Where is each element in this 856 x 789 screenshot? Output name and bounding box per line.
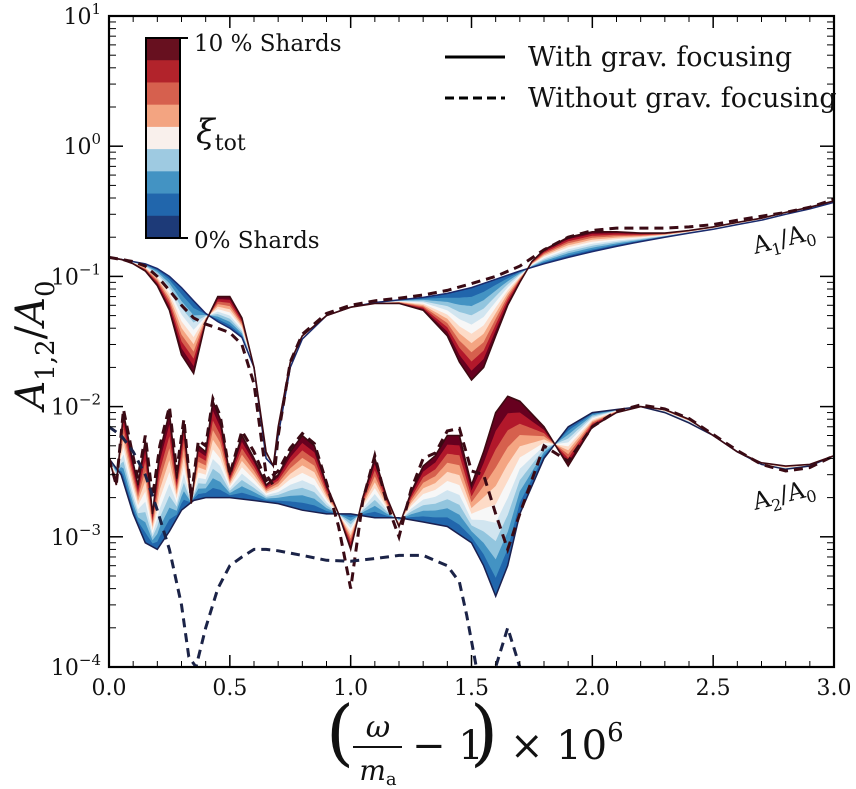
svg-text:(: ( — [326, 690, 354, 774]
colorbar-segment — [146, 171, 180, 195]
colorbar-bottom-label: 0% Shards — [194, 228, 320, 254]
y-tick-label: 10−3 — [51, 521, 101, 551]
colorbar-segment — [146, 38, 180, 61]
a1-curve-no-focusing — [109, 197, 834, 490]
a2-curve-no-focusing-lower — [109, 425, 522, 667]
colorbar-outline — [145, 37, 181, 239]
x-tick-label: 2.0 — [575, 676, 610, 701]
svg-text:ω: ω — [366, 710, 390, 745]
colorbar-title: ξtot — [196, 112, 246, 156]
y-axis-title: A1,2/A0 — [8, 280, 61, 413]
colorbar-segment — [146, 193, 180, 217]
colorbar-segment — [146, 60, 180, 83]
svg-text:− 1: − 1 — [412, 723, 484, 769]
legend: With grav. focusing Without grav. focusi… — [445, 42, 837, 114]
plot-data-layer — [109, 197, 834, 667]
colorbar-segment — [146, 104, 180, 128]
x-tick-label: 0.0 — [92, 676, 127, 701]
a2-band-group — [109, 396, 834, 597]
svg-text:× 106: × 106 — [510, 718, 624, 769]
x-tick-label: 1.5 — [454, 676, 489, 701]
y-tick-label: 100 — [63, 130, 101, 160]
a2-curve-0pct — [109, 405, 834, 599]
colorbar-segment — [146, 215, 180, 239]
y-tick-label: 101 — [63, 0, 101, 30]
y-tick-label: 10−2 — [51, 391, 101, 421]
colorbar-segment — [146, 82, 180, 106]
x-axis-title: ( ω ma − 1 ) × 106 — [326, 690, 624, 789]
colorbar-segment — [146, 149, 180, 172]
legend-label-without: Without grav. focusing — [528, 83, 837, 114]
a2-curve-no-focusing-upper — [109, 393, 834, 589]
a2-band-group-band-8 — [109, 406, 834, 597]
y-tick-label: 10−1 — [51, 260, 101, 290]
colorbar-top-label: 10 % Shards — [194, 31, 342, 57]
annotation-a1: A1/A0 — [749, 217, 819, 264]
colorbar-segment — [146, 126, 180, 150]
x-tick-label: 3.0 — [817, 676, 852, 701]
svg-text:): ) — [470, 690, 498, 774]
x-tick-label: 1.0 — [333, 676, 368, 701]
annotation-a2: A2/A0 — [749, 473, 819, 520]
colorbar — [145, 37, 188, 239]
legend-label-with: With grav. focusing — [528, 42, 792, 73]
a1-curve-10pct — [109, 200, 834, 469]
x-tick-label: 0.5 — [212, 676, 247, 701]
x-tick-label: 2.5 — [696, 676, 731, 701]
y-tick-label: 10−4 — [51, 651, 101, 681]
a1-band-group — [109, 200, 834, 467]
axis-ticks — [108, 15, 835, 668]
axis-tick-labels: 0.0 0.5 1.0 1.5 2.0 2.5 3.0 101 100 10−1 10−2 10−3 1… — [51, 0, 852, 701]
svg-text:ma: ma — [359, 754, 397, 789]
